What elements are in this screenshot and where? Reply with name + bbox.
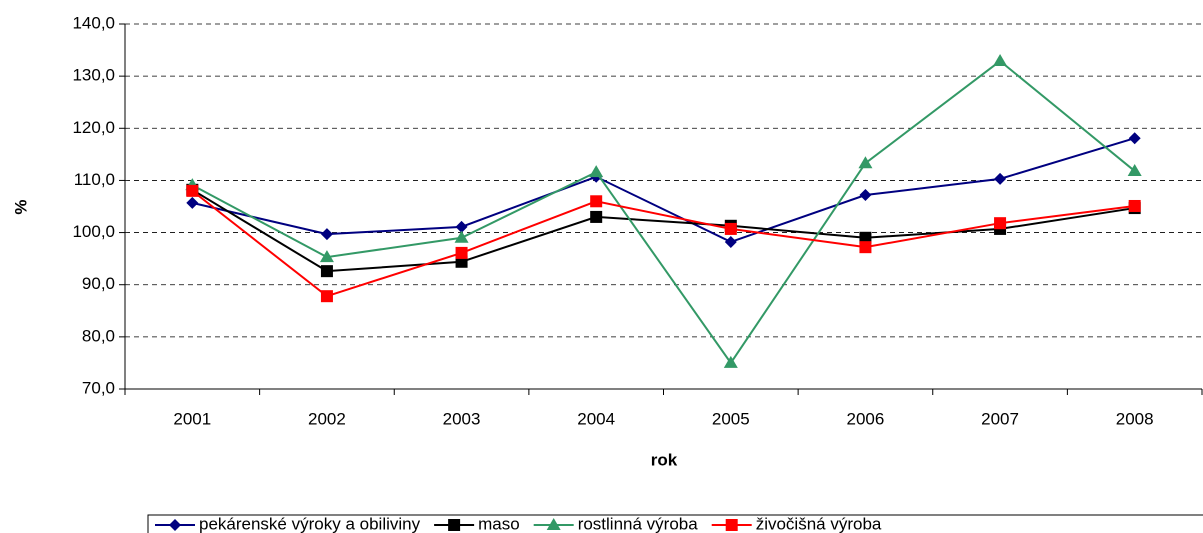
data-point xyxy=(590,210,603,223)
legend-marker xyxy=(448,519,461,531)
legend-marker xyxy=(546,518,561,530)
x-axis-label: rok xyxy=(651,450,678,469)
x-tick-label: 2005 xyxy=(712,409,750,428)
data-point xyxy=(1128,132,1141,145)
y-tick-label: 80,0 xyxy=(82,326,115,345)
data-point xyxy=(455,246,468,259)
data-point xyxy=(994,172,1007,185)
y-tick-label: 140,0 xyxy=(72,13,115,32)
data-point xyxy=(320,265,333,278)
y-tick-label: 120,0 xyxy=(72,118,115,137)
data-point xyxy=(724,222,737,235)
x-tick-label: 2006 xyxy=(847,409,885,428)
data-point xyxy=(455,220,468,233)
data-point xyxy=(1127,164,1142,177)
data-point xyxy=(859,189,872,202)
data-point xyxy=(1128,199,1141,212)
legend-label: živočišná výroba xyxy=(756,514,882,533)
x-tick-label: 2007 xyxy=(981,409,1019,428)
data-point xyxy=(320,290,333,303)
legend-box xyxy=(147,514,1203,533)
y-tick-label: 90,0 xyxy=(82,274,115,293)
x-tick-label: 2001 xyxy=(173,409,211,428)
data-point xyxy=(319,250,334,263)
data-point xyxy=(186,196,199,209)
y-axis-label: % xyxy=(11,199,30,214)
legend-label: maso xyxy=(478,514,520,533)
legend-label: pekárenské výroky a obiliviny xyxy=(199,514,421,533)
data-point xyxy=(993,54,1008,67)
data-point xyxy=(723,355,738,368)
series-line xyxy=(191,190,1135,298)
series-line xyxy=(191,59,1136,365)
data-point xyxy=(186,184,199,197)
data-point xyxy=(320,228,333,241)
legend-marker xyxy=(725,519,738,531)
x-tick-label: 2003 xyxy=(443,409,481,428)
y-tick-label: 100,0 xyxy=(72,222,115,241)
data-point xyxy=(859,231,872,244)
data-point xyxy=(589,165,604,178)
series-line xyxy=(192,137,1135,244)
y-tick-label: 130,0 xyxy=(72,66,115,85)
y-tick-label: 110,0 xyxy=(74,170,115,189)
legend-marker xyxy=(169,519,181,531)
series-line xyxy=(191,188,1135,273)
data-point xyxy=(454,230,469,243)
data-point xyxy=(724,235,737,248)
x-tick-label: 2002 xyxy=(308,409,346,428)
data-point xyxy=(858,156,873,169)
x-tick-label: 2008 xyxy=(1116,409,1154,428)
y-tick-label: 70,0 xyxy=(82,378,115,397)
x-tick-label: 2004 xyxy=(577,409,615,428)
legend-label: rostlinná výroba xyxy=(578,514,699,533)
data-point xyxy=(859,241,872,254)
data-point xyxy=(994,217,1007,230)
data-point xyxy=(590,195,603,208)
